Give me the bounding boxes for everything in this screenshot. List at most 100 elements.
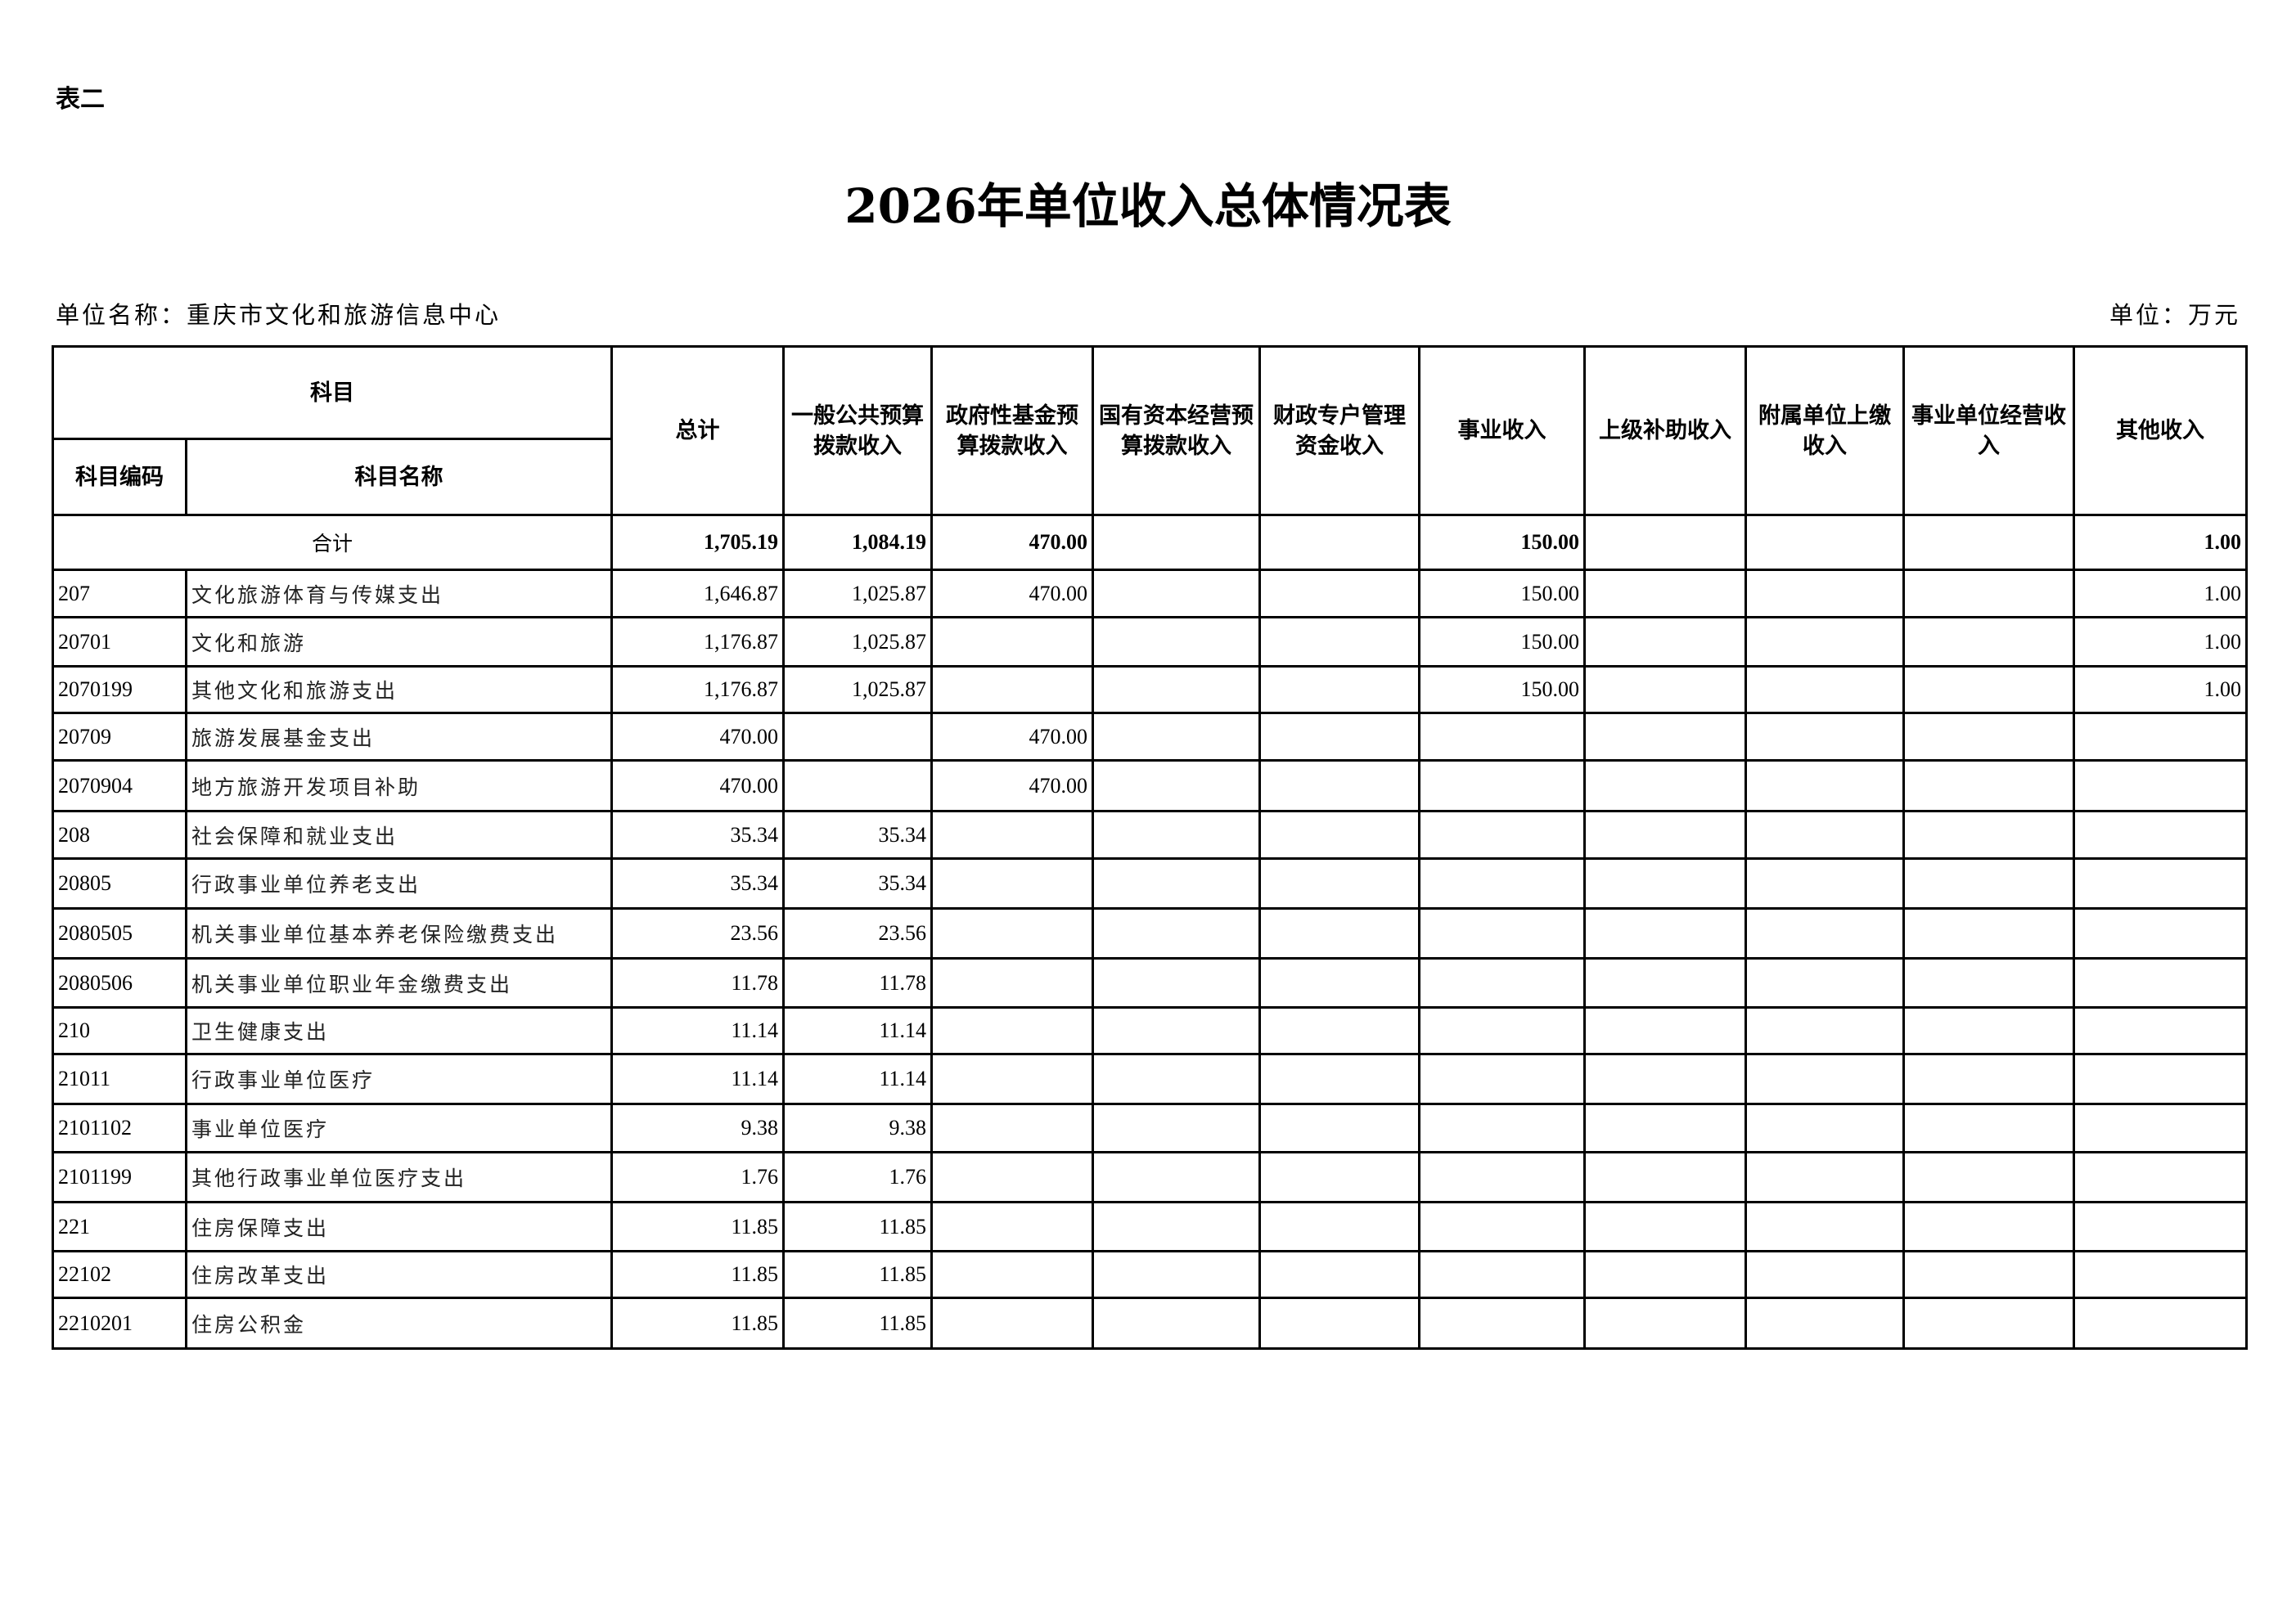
value-cell <box>2073 957 2248 1009</box>
value-cell <box>1583 810 1747 860</box>
value-cell <box>1902 1201 2075 1252</box>
value-cell <box>930 616 1094 668</box>
value-cell: 1,025.87 <box>782 569 933 618</box>
total-cell: 470.00 <box>930 514 1094 571</box>
value-cell <box>1418 712 1586 762</box>
value-cell <box>1583 1250 1747 1299</box>
value-cell: 470.00 <box>610 759 785 812</box>
value-cell <box>1092 1151 1261 1203</box>
value-cell <box>1258 1297 1420 1350</box>
value-cell <box>1583 1201 1747 1252</box>
value-cell <box>1583 1006 1747 1055</box>
value-cell <box>1745 712 1905 762</box>
value-cell <box>1418 1250 1586 1299</box>
value-cell <box>1583 569 1747 618</box>
value-cell: 35.34 <box>782 810 933 860</box>
value-cell <box>1902 907 2075 960</box>
value-cell <box>1583 957 1747 1009</box>
subject-code: 2101102 <box>52 1103 187 1153</box>
subject-code: 2070199 <box>52 665 187 714</box>
value-cell <box>1902 712 2075 762</box>
total-label: 合计 <box>52 514 613 571</box>
value-cell <box>1745 616 1905 668</box>
header-col: 一般公共预算拨款收入 <box>782 345 933 516</box>
value-cell <box>1745 1103 1905 1153</box>
value-cell <box>1583 1053 1747 1105</box>
subject-code: 208 <box>52 810 187 860</box>
value-cell: 11.14 <box>610 1053 785 1105</box>
table-number: 表二 <box>56 85 105 114</box>
value-cell: 1,176.87 <box>610 616 785 668</box>
total-cell: 150.00 <box>1418 514 1586 571</box>
header-col: 总计 <box>610 345 785 516</box>
value-cell <box>1418 1006 1586 1055</box>
table-row: 221 住房保障支出 11.85 11.85 <box>52 1201 2248 1252</box>
subject-code: 20709 <box>52 712 187 762</box>
value-cell <box>930 665 1094 714</box>
value-cell <box>2073 1297 2248 1350</box>
value-cell: 35.34 <box>610 810 785 860</box>
value-cell: 11.85 <box>782 1297 933 1350</box>
value-cell <box>1583 1103 1747 1153</box>
value-cell: 11.85 <box>782 1250 933 1299</box>
subject-name: 行政事业单位养老支出 <box>185 857 613 910</box>
header-col: 附属单位上缴收入 <box>1745 345 1905 516</box>
header-col: 事业单位经营收入 <box>1902 345 2075 516</box>
value-cell: 150.00 <box>1418 665 1586 714</box>
value-cell <box>1418 857 1586 910</box>
value-cell <box>2073 1053 2248 1105</box>
value-cell <box>782 712 933 762</box>
income-table: 科目 总计 一般公共预算拨款收入 政府性基金预算拨款收入 国有资本经营预算拨款收… <box>52 345 2248 1350</box>
value-cell: 11.85 <box>782 1201 933 1252</box>
subject-name: 社会保障和就业支出 <box>185 810 613 860</box>
value-cell <box>1092 569 1261 618</box>
value-cell <box>1092 665 1261 714</box>
value-cell <box>1583 759 1747 812</box>
value-cell <box>1092 1103 1261 1153</box>
value-cell <box>1745 759 1905 812</box>
total-cell <box>1902 514 2075 571</box>
value-cell: 150.00 <box>1418 616 1586 668</box>
value-cell <box>1092 1006 1261 1055</box>
value-cell: 1.76 <box>610 1151 785 1203</box>
value-cell <box>2073 810 2248 860</box>
header-col: 其他收入 <box>2073 345 2248 516</box>
subject-name: 住房公积金 <box>185 1297 613 1350</box>
table-row: 21011 行政事业单位医疗 11.14 11.14 <box>52 1053 2248 1105</box>
page-title: 2026年单位收入总体情况表 <box>844 178 1452 234</box>
value-cell <box>2073 1250 2248 1299</box>
value-cell <box>1902 1297 2075 1350</box>
value-cell <box>1418 1297 1586 1350</box>
value-cell <box>1745 1151 1905 1203</box>
subject-name: 住房保障支出 <box>185 1201 613 1252</box>
table-row: 20709 旅游发展基金支出 470.00 470.00 <box>52 712 2248 762</box>
value-cell: 11.85 <box>610 1297 785 1350</box>
total-cell: 1,705.19 <box>610 514 785 571</box>
value-cell <box>1745 810 1905 860</box>
value-cell: 11.78 <box>610 957 785 1009</box>
total-cell <box>1092 514 1261 571</box>
value-cell <box>1902 569 2075 618</box>
value-cell: 9.38 <box>610 1103 785 1153</box>
value-cell <box>1092 857 1261 910</box>
value-cell <box>1418 759 1586 812</box>
value-cell <box>1418 1103 1586 1153</box>
value-cell <box>1902 1103 2075 1153</box>
value-cell: 1.00 <box>2073 569 2248 618</box>
value-cell <box>1902 857 2075 910</box>
total-row: 合计 1,705.19 1,084.19 470.00 150.00 1.00 <box>52 514 2248 571</box>
value-cell: 9.38 <box>782 1103 933 1153</box>
value-cell: 470.00 <box>930 759 1094 812</box>
subject-code: 22102 <box>52 1250 187 1299</box>
value-cell <box>1745 665 1905 714</box>
value-cell <box>1583 665 1747 714</box>
value-cell <box>1258 1151 1420 1203</box>
subject-code: 2080506 <box>52 957 187 1009</box>
subject-code: 21011 <box>52 1053 187 1105</box>
subject-code: 207 <box>52 569 187 618</box>
value-cell <box>1745 1201 1905 1252</box>
value-cell <box>1745 957 1905 1009</box>
value-cell <box>1745 1297 1905 1350</box>
value-cell: 1.00 <box>2073 665 2248 714</box>
table-row: 2070904 地方旅游开发项目补助 470.00 470.00 <box>52 759 2248 812</box>
